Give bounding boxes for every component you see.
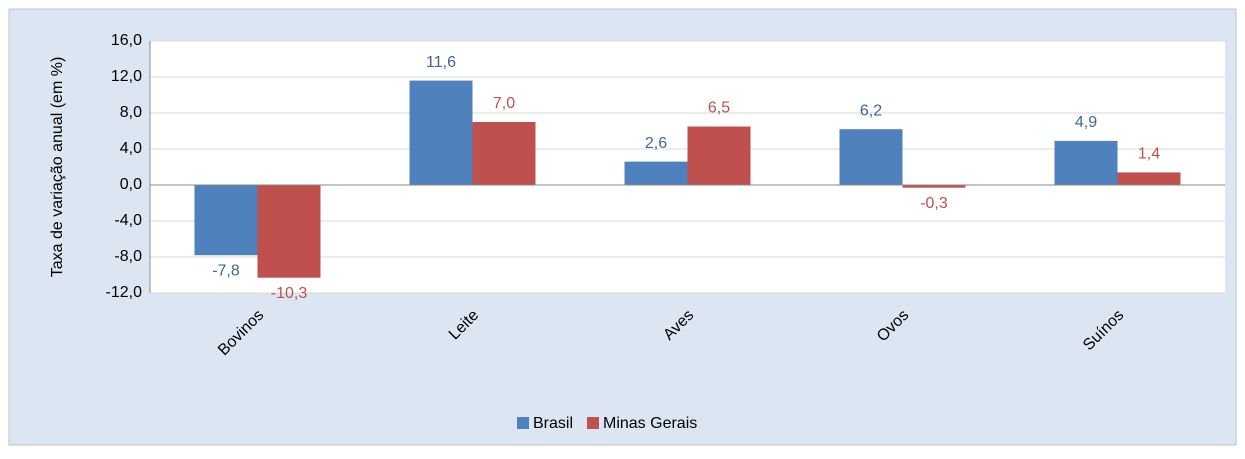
bar bbox=[472, 122, 536, 185]
y-tick-label: 0,0 bbox=[120, 176, 142, 193]
data-label: 6,5 bbox=[708, 100, 730, 117]
bar bbox=[839, 129, 903, 185]
data-label: -10,3 bbox=[271, 285, 308, 302]
y-tick-label: -8,0 bbox=[114, 248, 142, 265]
data-label: 11,6 bbox=[426, 54, 456, 71]
bar bbox=[194, 185, 258, 256]
data-label: 1,4 bbox=[1138, 146, 1160, 163]
legend-label: Minas Gerais bbox=[603, 415, 697, 432]
legend-label: Brasil bbox=[533, 415, 573, 432]
data-label: -7,8 bbox=[212, 262, 240, 279]
data-label: 2,6 bbox=[645, 135, 667, 152]
y-tick-label: -12,0 bbox=[106, 284, 143, 301]
data-label: 6,2 bbox=[860, 102, 882, 119]
bar bbox=[257, 185, 321, 278]
data-label: 4,9 bbox=[1075, 114, 1097, 131]
y-tick-label: 16,0 bbox=[111, 32, 142, 49]
bar bbox=[687, 126, 751, 185]
legend-swatch bbox=[587, 417, 599, 429]
bar bbox=[1117, 172, 1181, 185]
data-label: 7,0 bbox=[493, 95, 515, 112]
bar bbox=[409, 80, 473, 185]
bar bbox=[902, 185, 966, 188]
y-tick-label: 8,0 bbox=[120, 104, 142, 121]
legend-swatch bbox=[517, 417, 529, 429]
data-label: -0,3 bbox=[920, 195, 948, 212]
y-axis-label: Taxa de variação anual (em %) bbox=[49, 57, 66, 278]
y-tick-label: 12,0 bbox=[111, 68, 142, 85]
bar bbox=[1054, 140, 1118, 185]
bar bbox=[624, 161, 688, 185]
y-tick-label: -4,0 bbox=[114, 212, 142, 229]
y-tick-label: 4,0 bbox=[120, 140, 142, 157]
